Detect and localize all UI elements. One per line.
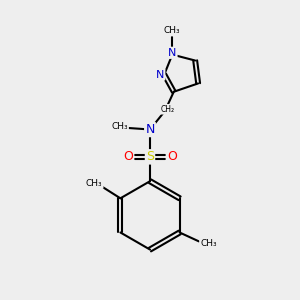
- Text: O: O: [167, 150, 177, 163]
- Text: CH₃: CH₃: [86, 179, 103, 188]
- Text: CH₃: CH₃: [200, 239, 217, 248]
- Text: N: N: [156, 70, 164, 80]
- Text: N: N: [145, 123, 155, 136]
- Text: N: N: [168, 48, 176, 58]
- Text: O: O: [123, 150, 133, 163]
- Text: CH₃: CH₃: [111, 122, 128, 131]
- Text: CH₂: CH₂: [160, 105, 174, 114]
- Text: CH₃: CH₃: [164, 26, 181, 35]
- Text: S: S: [146, 150, 154, 163]
